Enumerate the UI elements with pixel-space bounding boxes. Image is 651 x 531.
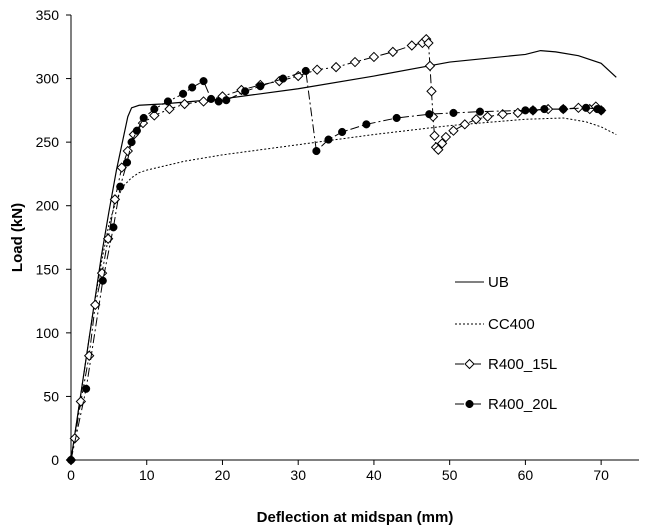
chart-axes	[70, 15, 639, 461]
data-point-r400-15l	[349, 56, 361, 68]
data-point-r400-20l	[214, 97, 223, 106]
legend-label-r400-20l: R400_20L	[488, 396, 557, 413]
x-tick-label: 30	[290, 467, 306, 483]
data-point-r400-20l	[163, 97, 172, 106]
data-point-r400-20l	[122, 158, 132, 167]
data-point-r400-20l	[324, 135, 333, 144]
legend-label-cc400: CC400	[488, 316, 535, 333]
data-point-r400-20l	[150, 105, 159, 114]
data-point-r400-20l	[559, 105, 568, 114]
series-line-ub	[70, 49, 617, 461]
data-point-r400-20l	[597, 106, 606, 115]
data-point-r400-15l	[440, 131, 452, 143]
data-point-r400-15l	[109, 194, 121, 205]
data-point-r400-20l	[241, 87, 250, 96]
chart-legend: UB CC400 R400_15L R400_20L	[455, 274, 557, 413]
data-point-r400-20l	[540, 105, 549, 114]
y-tick-label: 200	[36, 198, 60, 214]
data-point-r400-20l	[132, 126, 141, 135]
series-r400-20l	[66, 66, 606, 465]
series-ub	[70, 49, 617, 461]
data-point-r400-20l	[528, 106, 538, 115]
data-point-r400-20l	[109, 223, 118, 232]
data-point-r400-15l	[497, 108, 508, 120]
data-point-r400-15l	[198, 96, 209, 107]
data-point-r400-20l	[312, 146, 321, 156]
data-point-r400-20l	[98, 276, 107, 285]
x-tick-label: 60	[518, 467, 534, 483]
data-point-r400-20l	[82, 384, 91, 393]
data-point-r400-20l	[279, 74, 288, 83]
data-point-r400-15l	[433, 144, 444, 155]
data-point-r400-15l	[116, 162, 127, 173]
data-point-r400-20l	[66, 455, 76, 465]
data-point-r400-15l	[426, 86, 437, 97]
data-point-r400-20l	[338, 127, 347, 137]
legend-label-ub: UB	[488, 274, 509, 291]
data-point-r400-15l	[470, 114, 482, 125]
x-tick-label: 0	[67, 467, 75, 483]
data-point-r400-15l	[330, 61, 342, 73]
data-point-r400-20l	[425, 110, 434, 119]
data-point-r400-15l	[75, 396, 87, 407]
data-point-r400-15l	[387, 46, 399, 58]
data-point-r400-15l	[448, 125, 459, 136]
y-tick-label: 250	[36, 134, 60, 150]
data-point-r400-15l	[149, 110, 160, 121]
data-point-r400-20l	[207, 94, 216, 103]
data-point-r400-20l	[475, 107, 485, 116]
data-point-r400-15l	[423, 37, 434, 49]
y-tick-label: 150	[36, 261, 60, 277]
data-point-r400-20l	[362, 120, 371, 129]
data-point-r400-15l	[292, 70, 304, 82]
x-axis-title: Deflection at midspan (mm)	[257, 509, 454, 526]
chart-series	[65, 33, 617, 466]
x-tick-label: 20	[215, 467, 231, 483]
x-tick-label: 10	[139, 467, 155, 483]
data-point-r400-15l	[368, 51, 380, 63]
x-tick-label: 40	[366, 467, 382, 483]
data-point-r400-20l	[581, 103, 591, 112]
data-point-r400-15l	[424, 60, 436, 72]
data-point-r400-15l	[122, 145, 134, 157]
chart-ticks: 0 10 20 30 40 50 60 70 0 50 100 150 200 250 300 350	[36, 7, 609, 483]
data-point-r400-15l	[90, 299, 101, 311]
y-tick-label: 0	[51, 452, 59, 468]
y-tick-label: 50	[43, 388, 59, 404]
data-point-r400-20l	[521, 106, 530, 115]
data-point-r400-20l	[139, 113, 148, 123]
data-point-r400-15l	[459, 119, 471, 130]
data-point-r400-15l	[429, 130, 440, 141]
y-tick-label: 350	[36, 7, 60, 23]
data-point-r400-15l	[512, 107, 524, 119]
y-tick-label: 100	[36, 325, 60, 341]
data-point-r400-20l	[301, 66, 310, 75]
data-point-r400-15l	[179, 98, 190, 110]
y-axis-title: Load (kN)	[9, 203, 26, 272]
x-tick-label: 50	[442, 467, 458, 483]
legend-label-r400-15l: R400_15L	[488, 356, 557, 373]
data-point-r400-20l	[179, 89, 188, 98]
data-point-r400-20l	[392, 113, 401, 123]
series-cc400	[70, 117, 617, 461]
series-line-cc400	[70, 117, 617, 461]
data-point-r400-15l	[164, 103, 175, 115]
x-tick-label: 70	[593, 467, 609, 483]
data-point-r400-20l	[222, 96, 231, 105]
data-point-r400-20l	[116, 182, 125, 191]
data-point-r400-20l	[199, 77, 208, 86]
data-point-r400-20l	[127, 138, 136, 147]
data-point-r400-15l	[406, 40, 418, 51]
data-point-r400-20l	[256, 82, 265, 91]
data-point-r400-20l	[188, 83, 197, 92]
y-tick-label: 300	[36, 71, 60, 87]
legend-marker-r400-15l	[464, 358, 475, 370]
data-point-r400-15l	[311, 64, 323, 75]
data-point-r400-15l	[436, 138, 448, 149]
data-point-r400-15l	[482, 111, 493, 122]
data-point-r400-20l	[449, 108, 458, 117]
legend-marker-r400-20l	[465, 399, 474, 409]
